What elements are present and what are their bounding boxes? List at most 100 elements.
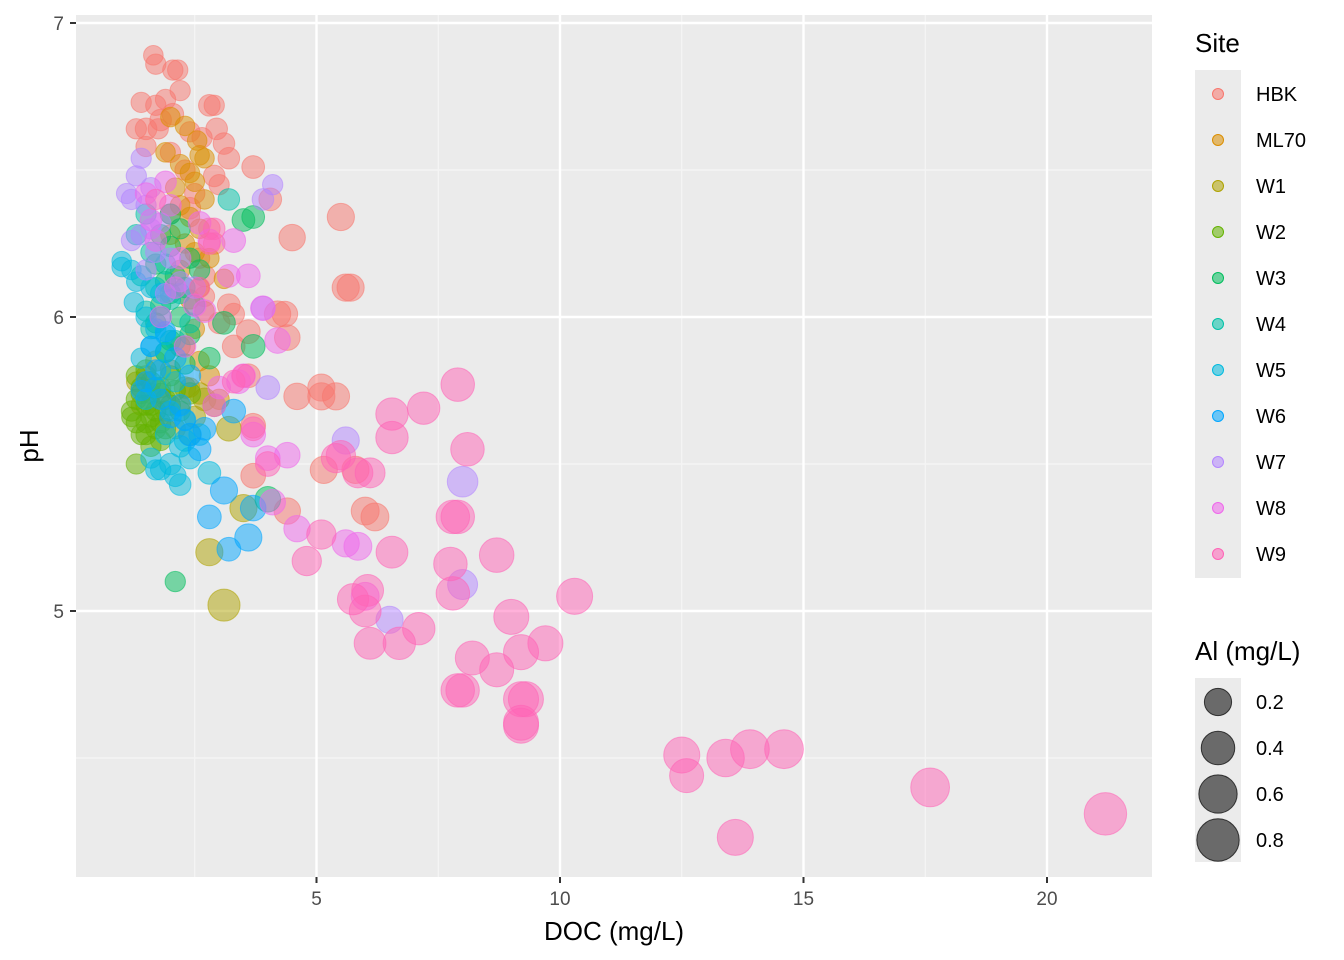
data-point-w9 bbox=[291, 545, 322, 577]
data-point-w5 bbox=[197, 460, 222, 485]
data-point-w9 bbox=[198, 232, 221, 255]
data-point-w6 bbox=[187, 437, 212, 462]
data-point-w9 bbox=[221, 369, 246, 394]
data-point-w6 bbox=[196, 504, 222, 530]
data-point-w9 bbox=[435, 499, 471, 535]
data-point-ml70 bbox=[184, 171, 206, 193]
legend-label-w1: W1 bbox=[1256, 176, 1286, 198]
data-point-w9 bbox=[354, 457, 386, 489]
data-point-w7 bbox=[251, 188, 275, 211]
data-point-w3 bbox=[231, 208, 256, 232]
data-point-w9 bbox=[320, 442, 352, 474]
data-point-w7 bbox=[120, 229, 143, 252]
data-point-w3 bbox=[240, 334, 266, 359]
size-legend-label: 0.6 bbox=[1256, 784, 1284, 806]
data-point-w9 bbox=[440, 673, 475, 708]
data-point-w8 bbox=[149, 305, 172, 329]
data-point-w8 bbox=[259, 488, 286, 516]
legend-label-w2: W2 bbox=[1256, 222, 1286, 244]
data-point-w3 bbox=[212, 311, 236, 335]
data-point-w9 bbox=[503, 634, 540, 671]
data-point-w6 bbox=[178, 364, 202, 388]
data-point-hbk bbox=[167, 59, 189, 81]
legend-key-w4 bbox=[1212, 318, 1224, 330]
data-point-w8 bbox=[250, 295, 276, 322]
size-key bbox=[1198, 774, 1238, 814]
data-point-w9 bbox=[454, 640, 490, 676]
legend-label-w5: W5 bbox=[1256, 360, 1286, 382]
data-point-w9 bbox=[450, 432, 485, 467]
data-point-w9 bbox=[493, 598, 530, 635]
data-point-w9 bbox=[669, 758, 705, 794]
legend-label-w8: W8 bbox=[1256, 498, 1286, 520]
data-point-w6 bbox=[234, 523, 263, 552]
data-point-hbk bbox=[360, 502, 390, 532]
legend-key-w6 bbox=[1212, 410, 1224, 422]
data-point-w6 bbox=[140, 335, 162, 358]
size-legend-title: Al (mg/L) bbox=[1195, 636, 1300, 666]
color-legend-title: Site bbox=[1195, 28, 1240, 58]
data-point-w9 bbox=[433, 546, 468, 582]
data-point-w9 bbox=[254, 451, 281, 477]
y-tick-label: 7 bbox=[53, 14, 64, 35]
data-point-w6 bbox=[130, 379, 152, 402]
data-point-w5 bbox=[123, 291, 145, 313]
data-point-w8 bbox=[163, 276, 187, 299]
data-point-w9 bbox=[503, 704, 540, 741]
size-legend-label: 0.8 bbox=[1256, 830, 1284, 852]
data-point-hbk bbox=[321, 382, 351, 411]
data-point-hbk bbox=[278, 223, 306, 252]
data-point-hbk bbox=[203, 94, 225, 116]
legend-label-w6: W6 bbox=[1256, 406, 1286, 428]
data-point-w2 bbox=[125, 412, 147, 434]
data-point-w8 bbox=[283, 514, 311, 543]
data-point-w9 bbox=[440, 367, 475, 402]
panel-background bbox=[76, 15, 1152, 877]
data-point-w9 bbox=[375, 420, 409, 455]
data-point-w8 bbox=[139, 208, 163, 232]
legend-label-w3: W3 bbox=[1256, 268, 1286, 290]
size-key bbox=[1200, 730, 1236, 766]
data-point-w9 bbox=[382, 626, 416, 661]
data-point-w9 bbox=[240, 416, 266, 442]
data-point-w8 bbox=[264, 327, 291, 354]
data-point-w9 bbox=[188, 276, 211, 299]
data-point-w3 bbox=[169, 218, 191, 240]
data-point-w6 bbox=[149, 388, 172, 410]
legend-key-w2 bbox=[1212, 226, 1224, 238]
legend-label-w9: W9 bbox=[1256, 544, 1286, 566]
data-point-w8 bbox=[173, 335, 197, 358]
data-point-w4 bbox=[217, 188, 241, 211]
legend-key-w1 bbox=[1212, 180, 1224, 192]
x-tick-label: 5 bbox=[311, 889, 322, 910]
data-point-hbk bbox=[271, 300, 299, 328]
data-point-w7 bbox=[130, 147, 152, 169]
data-point-w9 bbox=[910, 767, 951, 808]
legend-key-ml70 bbox=[1212, 134, 1224, 146]
data-point-w8 bbox=[154, 170, 177, 194]
axes: 5 6 7 5 10 15 20 bbox=[53, 14, 1057, 910]
legend-key-w5 bbox=[1212, 364, 1224, 376]
data-point-w3 bbox=[164, 570, 186, 593]
data-point-hbk bbox=[336, 273, 365, 302]
data-point-hbk bbox=[169, 79, 191, 102]
data-point-hbk bbox=[326, 202, 355, 232]
y-axis-title: pH bbox=[14, 429, 44, 462]
legend-label-w7: W7 bbox=[1256, 452, 1286, 474]
color-legend: Site HBK ML70 W1 W2 W3 W4 W5 W6 W7 W8 W9 bbox=[1195, 28, 1306, 578]
data-point-w9 bbox=[406, 391, 441, 425]
data-point-w9 bbox=[336, 583, 370, 616]
legend-key-hbk bbox=[1212, 88, 1224, 100]
size-legend-label: 0.4 bbox=[1256, 738, 1284, 760]
data-point-w6 bbox=[192, 416, 217, 441]
data-point-w9 bbox=[145, 188, 167, 211]
data-point-ml70 bbox=[174, 115, 196, 137]
data-point-w9 bbox=[375, 535, 409, 569]
size-legend: Al (mg/L) 0.2 0.4 0.6 0.8 bbox=[1195, 636, 1300, 862]
data-point-hbk bbox=[283, 382, 311, 411]
data-point-w6 bbox=[173, 408, 197, 432]
legend-key-w7 bbox=[1212, 456, 1224, 468]
size-legend-label: 0.2 bbox=[1256, 692, 1284, 714]
data-point-w9 bbox=[435, 576, 471, 611]
legend-key-w8 bbox=[1212, 502, 1224, 514]
